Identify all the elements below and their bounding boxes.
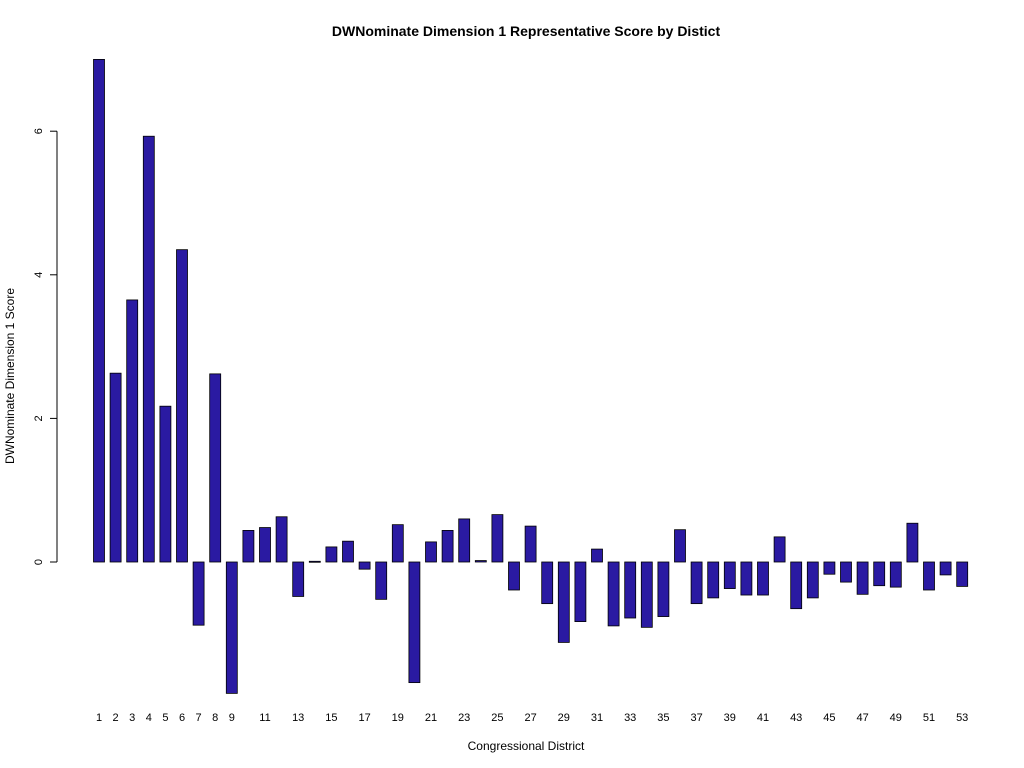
x-tick-label: 39 xyxy=(724,712,736,724)
x-tick-label: 49 xyxy=(890,712,902,724)
bar-district-30 xyxy=(574,561,587,622)
bar-district-12 xyxy=(275,516,288,563)
y-tick-label: 4 xyxy=(33,272,45,278)
bar-district-29 xyxy=(557,561,570,643)
bar-district-18 xyxy=(375,561,388,600)
x-tick-label: 47 xyxy=(856,712,868,724)
x-tick-label: 2 xyxy=(113,712,119,724)
bar-district-2 xyxy=(109,372,122,563)
x-tick-label: 25 xyxy=(491,712,503,724)
bar-district-4 xyxy=(142,135,155,563)
bar-district-27 xyxy=(524,525,537,563)
x-tick-label: 13 xyxy=(292,712,304,724)
bar-district-6 xyxy=(176,249,188,563)
bar-district-45 xyxy=(823,561,836,575)
bar-district-17 xyxy=(358,561,371,570)
bar-district-53 xyxy=(956,561,969,587)
bar-district-14 xyxy=(308,560,321,563)
bar-district-40 xyxy=(740,561,753,596)
y-tick-label: 2 xyxy=(33,415,45,421)
x-tick-label: 33 xyxy=(624,712,636,724)
bar-district-38 xyxy=(707,561,720,599)
x-tick-label: 31 xyxy=(591,712,603,724)
x-tick-label: 29 xyxy=(558,712,570,724)
bar-district-46 xyxy=(840,561,852,583)
x-axis-label: Congressional District xyxy=(468,739,585,753)
bar-district-22 xyxy=(441,530,454,563)
bar-district-31 xyxy=(591,548,603,563)
bar-district-42 xyxy=(773,536,786,563)
bar-district-24 xyxy=(474,560,487,563)
bar-district-33 xyxy=(624,561,637,619)
bar-district-26 xyxy=(508,561,520,591)
bar-district-34 xyxy=(640,561,653,628)
x-tick-label: 23 xyxy=(458,712,470,724)
bar-district-10 xyxy=(242,530,255,563)
x-tick-label: 4 xyxy=(146,712,152,724)
bar-district-35 xyxy=(657,561,670,617)
x-tick-labels: 1 2 3 4 5 6 7 8 9 11 13 15 17 19 21 23 25 27 29 31 33 35 37 39 4… xyxy=(96,712,968,724)
bar-district-32 xyxy=(607,561,620,627)
x-tick-label: 6 xyxy=(179,712,185,724)
y-axis: 0 2 4 6 xyxy=(33,128,58,565)
x-tick-label: 19 xyxy=(392,712,404,724)
x-tick-label: 1 xyxy=(96,712,102,724)
bar-district-49 xyxy=(889,561,902,588)
x-tick-label: 27 xyxy=(524,712,536,724)
bar-district-37 xyxy=(690,561,703,605)
chart-title: DWNominate Dimension 1 Representative Sc… xyxy=(332,23,721,39)
bar-district-28 xyxy=(541,561,554,605)
bar-district-39 xyxy=(723,561,736,589)
x-tick-label: 53 xyxy=(956,712,968,724)
bar-district-20 xyxy=(408,561,421,684)
bar-district-23 xyxy=(458,518,471,563)
x-tick-label: 43 xyxy=(790,712,802,724)
bar-district-8 xyxy=(209,373,222,563)
bar-district-5 xyxy=(159,405,172,563)
bar-district-9 xyxy=(225,561,238,694)
y-axis-label: DWNominate Dimension 1 Score xyxy=(3,288,17,464)
x-tick-label: 41 xyxy=(757,712,769,724)
bar-district-15 xyxy=(325,546,338,563)
bar-district-51 xyxy=(923,561,935,591)
x-tick-label: 17 xyxy=(358,712,370,724)
bar-district-36 xyxy=(674,529,686,563)
bars-group xyxy=(93,59,969,694)
bar-district-7 xyxy=(192,561,205,626)
x-tick-label: 5 xyxy=(162,712,168,724)
bar-district-21 xyxy=(425,541,437,563)
bar-district-52 xyxy=(939,561,952,576)
x-tick-label: 3 xyxy=(129,712,135,724)
x-tick-label: 9 xyxy=(229,712,235,724)
x-tick-label: 21 xyxy=(425,712,437,724)
bar-district-43 xyxy=(790,561,803,610)
x-tick-label: 51 xyxy=(923,712,935,724)
bar-district-47 xyxy=(856,561,869,595)
x-tick-label: 37 xyxy=(690,712,702,724)
bar-district-44 xyxy=(806,561,819,599)
bar-district-16 xyxy=(342,540,354,563)
bar-district-41 xyxy=(757,561,769,596)
x-tick-label: 7 xyxy=(196,712,202,724)
bar-district-3 xyxy=(126,299,139,563)
bar-district-1 xyxy=(93,59,105,563)
bar-district-48 xyxy=(873,561,886,587)
x-tick-label: 11 xyxy=(259,712,270,724)
bar-district-19 xyxy=(391,524,404,563)
y-tick-label: 6 xyxy=(33,128,45,134)
x-tick-label: 15 xyxy=(325,712,337,724)
x-tick-label: 45 xyxy=(823,712,835,724)
bar-district-50 xyxy=(906,522,919,563)
bar-district-13 xyxy=(292,561,305,597)
bar-district-11 xyxy=(259,527,271,563)
y-tick-label: 0 xyxy=(33,559,45,565)
x-tick-label: 35 xyxy=(657,712,669,724)
x-tick-label: 8 xyxy=(212,712,218,724)
bar-district-25 xyxy=(491,514,504,563)
